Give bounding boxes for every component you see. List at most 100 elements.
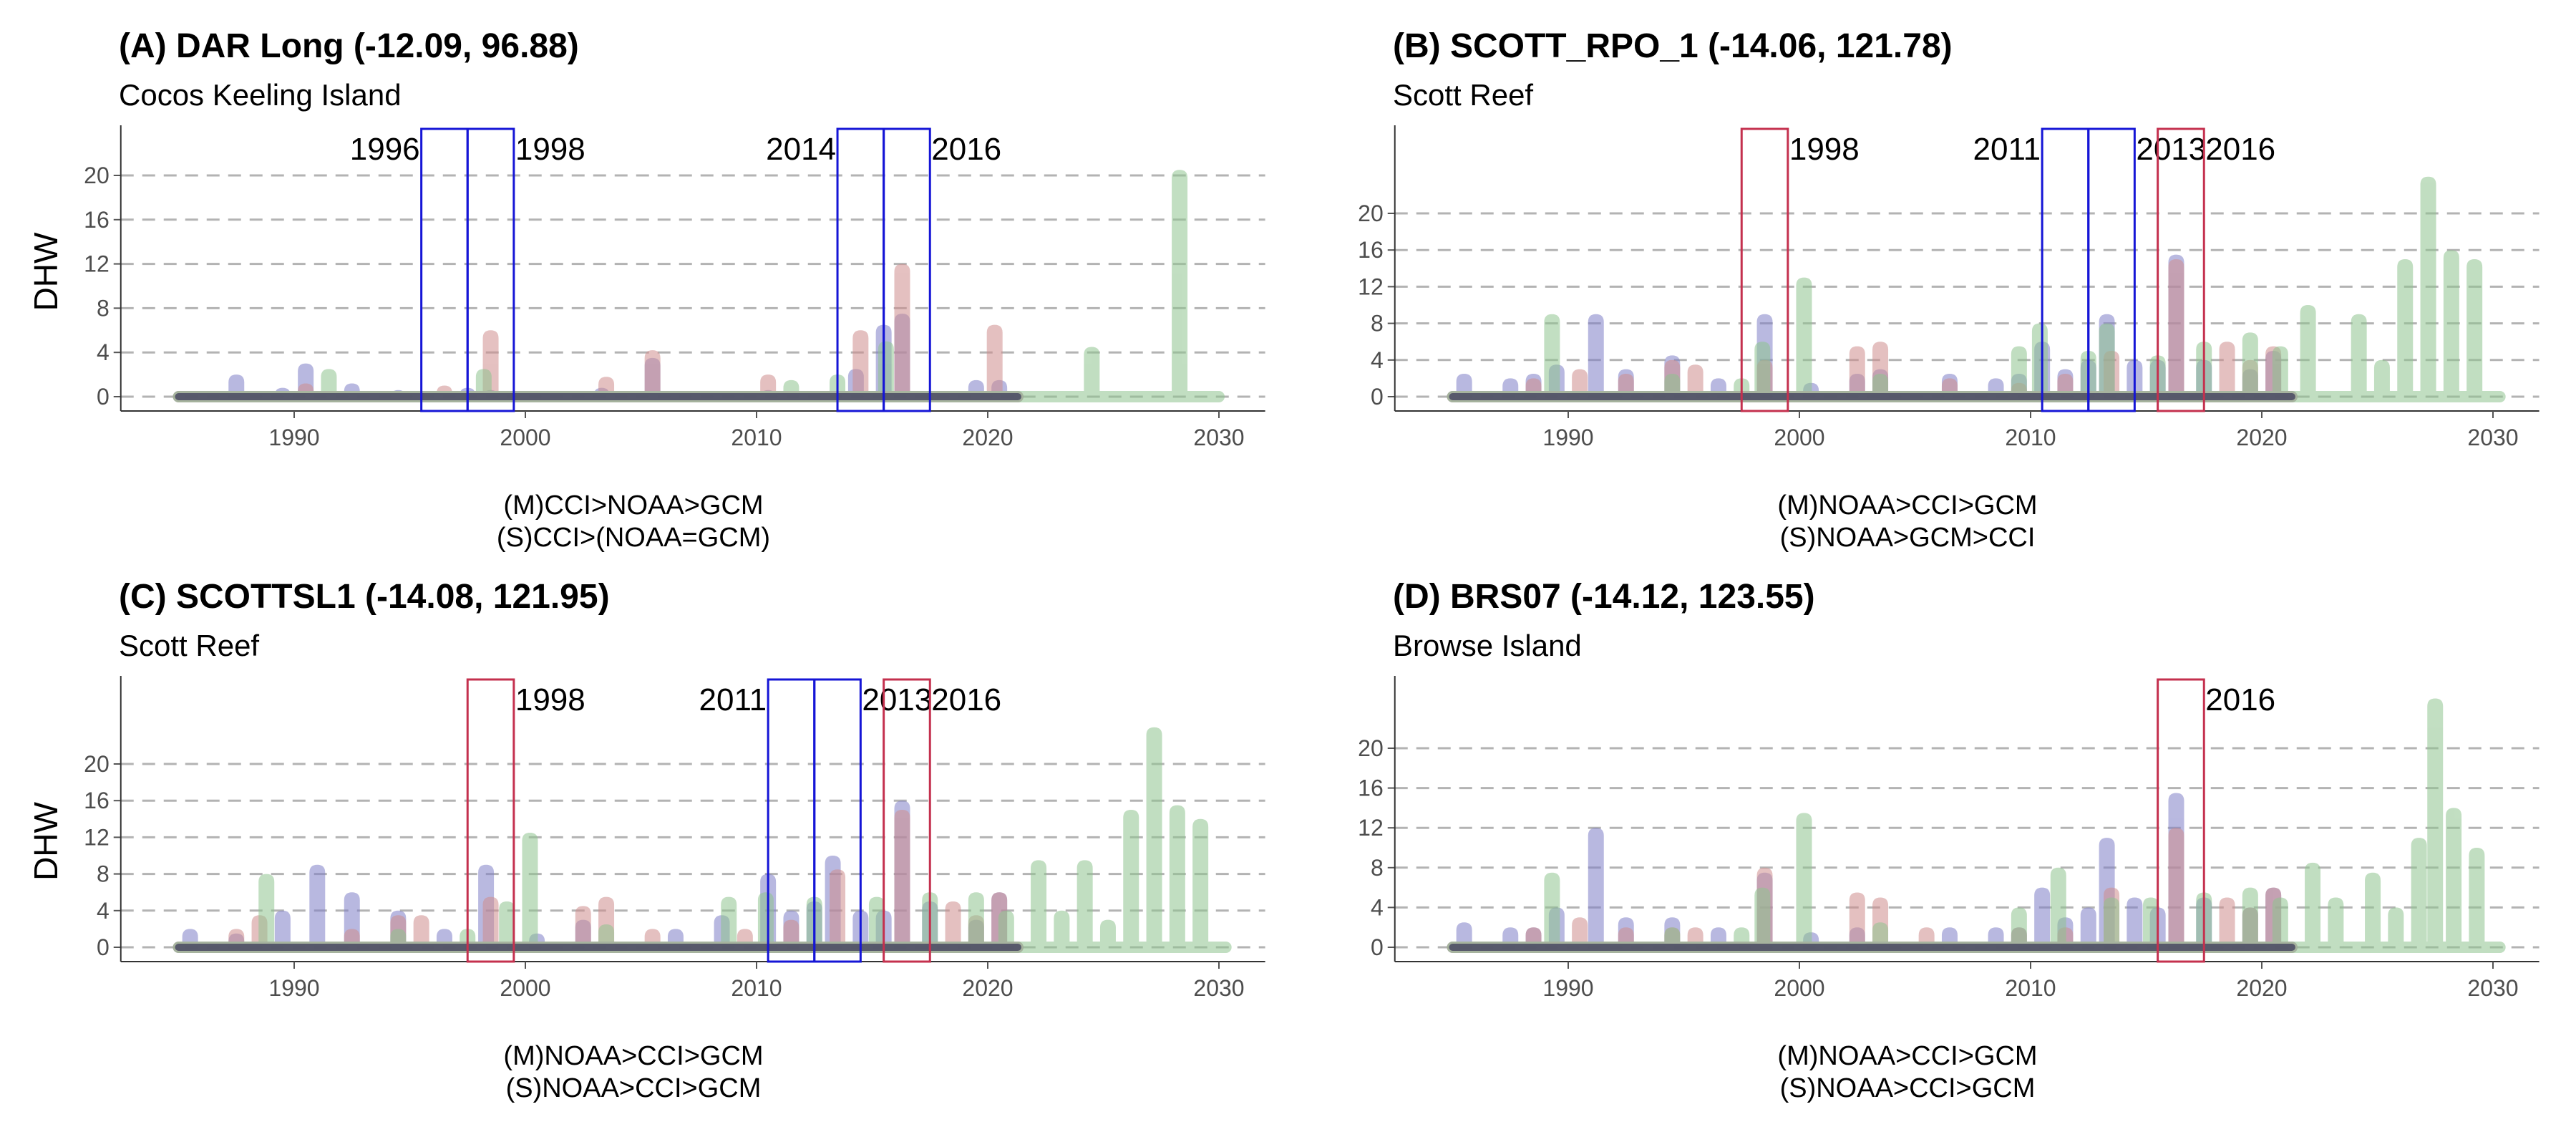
series-peak bbox=[1796, 277, 1812, 397]
series-peak bbox=[868, 896, 885, 947]
panel-subtitle: Scott Reef bbox=[119, 629, 259, 662]
series-peak bbox=[2272, 346, 2288, 397]
series-peak bbox=[1544, 314, 1560, 397]
panel-caption: (S)CCI>(NOAA=GCM) bbox=[497, 523, 770, 553]
series-peak bbox=[2305, 862, 2321, 947]
y-tick-label: 8 bbox=[1371, 311, 1384, 337]
series-peak bbox=[2411, 838, 2427, 947]
event-year-label: 2011 bbox=[699, 682, 767, 717]
series-peak bbox=[2034, 887, 2051, 947]
series-peak bbox=[2365, 872, 2381, 947]
event-year-label: 2016 bbox=[931, 132, 1001, 167]
series-peak bbox=[2328, 897, 2344, 947]
series-cci bbox=[1447, 259, 2298, 402]
y-tick-label: 4 bbox=[1371, 347, 1384, 373]
event-box bbox=[420, 127, 469, 412]
series-peak bbox=[2219, 897, 2235, 947]
x-tick-label: 2000 bbox=[1774, 425, 1824, 450]
series-peak bbox=[1054, 910, 1070, 947]
event-box bbox=[466, 127, 515, 412]
series-peak bbox=[1146, 727, 1162, 947]
x-tick-label: 2030 bbox=[1193, 975, 1244, 1001]
series-peak bbox=[274, 910, 291, 947]
series-peak bbox=[2420, 176, 2436, 397]
series-peak bbox=[258, 874, 275, 947]
series-peak bbox=[1572, 369, 1588, 397]
x-tick-label: 2030 bbox=[1193, 425, 1244, 450]
series-peak bbox=[2272, 897, 2288, 947]
series-peak bbox=[2219, 342, 2235, 397]
event-box bbox=[883, 127, 931, 412]
y-tick-label: 8 bbox=[97, 295, 110, 321]
series-peak bbox=[390, 929, 407, 947]
series-peak bbox=[1588, 314, 1604, 397]
series-peak bbox=[783, 379, 799, 397]
series-peak bbox=[2104, 897, 2120, 947]
y-tick-label: 20 bbox=[84, 163, 110, 188]
series-peak bbox=[2443, 250, 2459, 397]
series-peak bbox=[894, 810, 910, 947]
y-axis-label: DHW bbox=[27, 232, 64, 311]
event-box bbox=[2157, 127, 2205, 412]
panel-title: (B) SCOTT_RPO_1 (-14.06, 121.78) bbox=[1393, 27, 1953, 65]
x-tick-label: 2020 bbox=[962, 975, 1013, 1001]
panel-caption: (S)NOAA>CCI>GCM bbox=[1780, 1073, 2036, 1103]
series-peak bbox=[1123, 810, 1139, 947]
y-tick-label: 20 bbox=[84, 751, 110, 777]
series-peak bbox=[1588, 828, 1604, 947]
panel-caption: (M)CCI>NOAA>GCM bbox=[503, 490, 763, 521]
series-peak bbox=[1754, 342, 1771, 397]
y-tick-label: 20 bbox=[1358, 735, 1384, 761]
panel-title: (D) BRS07 (-14.12, 123.55) bbox=[1393, 578, 1815, 616]
event-year-label: 1996 bbox=[350, 132, 420, 167]
panel-title: (C) SCOTTSL1 (-14.08, 121.95) bbox=[119, 578, 610, 616]
x-tick-label: 2030 bbox=[2467, 425, 2518, 450]
series-peak bbox=[968, 892, 984, 947]
panel-subtitle: Scott Reef bbox=[1393, 78, 1533, 112]
event-year-label: 2014 bbox=[766, 132, 836, 167]
x-tick-label: 2000 bbox=[500, 975, 550, 1001]
event-year-label: 1998 bbox=[1789, 132, 1860, 167]
y-tick-label: 20 bbox=[1358, 200, 1384, 226]
series-peak bbox=[2242, 887, 2258, 947]
series-peak bbox=[475, 369, 492, 397]
y-tick-label: 0 bbox=[97, 934, 110, 960]
series-peak bbox=[2031, 323, 2048, 397]
series-peak bbox=[309, 864, 326, 947]
series-peak bbox=[1192, 818, 1209, 947]
panel-caption: (M)NOAA>CCI>GCM bbox=[1777, 1041, 2037, 1071]
event-box bbox=[2087, 127, 2136, 412]
panel-caption: (S)NOAA>GCM>CCI bbox=[1780, 523, 2036, 553]
event-box bbox=[813, 678, 862, 963]
series-peak bbox=[1099, 919, 1116, 947]
x-tick-label: 2010 bbox=[731, 425, 782, 450]
y-axis-label: DHW bbox=[27, 801, 64, 880]
event-box bbox=[466, 678, 515, 963]
event-year-label: 1998 bbox=[515, 132, 585, 167]
y-tick-label: 12 bbox=[84, 824, 110, 850]
y-tick-label: 16 bbox=[84, 207, 110, 233]
series-peak bbox=[2466, 259, 2483, 397]
series-peak bbox=[1169, 805, 1185, 947]
series-peak bbox=[499, 901, 515, 947]
y-tick-label: 12 bbox=[1358, 274, 1384, 299]
series-peak bbox=[413, 915, 429, 947]
panel-3: (D) BRS07 (-14.12, 123.55) Browse Island 0… bbox=[1358, 578, 2539, 1103]
series-peak bbox=[1872, 374, 1889, 397]
event-year-label: 2016 bbox=[2205, 682, 2275, 717]
series-peak bbox=[598, 924, 615, 947]
series-peak bbox=[2080, 907, 2096, 947]
series-peak bbox=[2446, 808, 2462, 947]
x-tick-label: 1990 bbox=[1542, 975, 1593, 1001]
series-peak bbox=[321, 369, 337, 397]
series-peak bbox=[2397, 259, 2414, 397]
series-peak bbox=[783, 919, 799, 947]
series-peak bbox=[2242, 332, 2258, 397]
event-box bbox=[2157, 678, 2205, 963]
series-peak bbox=[1664, 374, 1681, 397]
y-tick-label: 0 bbox=[1371, 934, 1384, 960]
series-peak bbox=[1687, 364, 1703, 397]
series-peak bbox=[1796, 813, 1812, 947]
series-peak bbox=[2427, 698, 2444, 947]
